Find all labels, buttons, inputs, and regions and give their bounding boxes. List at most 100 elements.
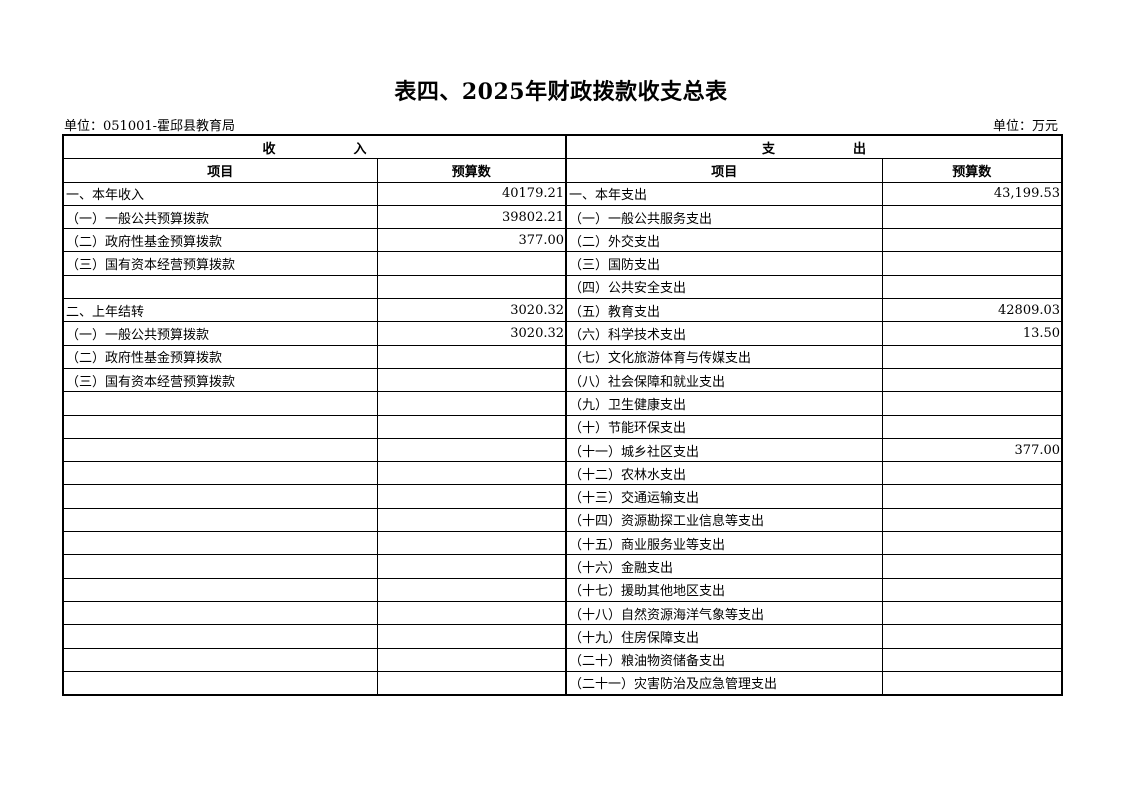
expense-item-cell: （六）科学技术支出 <box>565 321 883 346</box>
income-item-cell <box>62 670 378 696</box>
expense-value-cell: 13.50 <box>881 321 1063 346</box>
expense-value-cell <box>881 577 1063 602</box>
table-row: （九）卫生健康支出 <box>62 391 1063 416</box>
expense-item-cell: （十五）商业服务业等支出 <box>565 531 883 556</box>
income-item-cell: （二）政府性基金预算拨款 <box>62 344 378 369</box>
expense-value-cell: 377.00 <box>881 437 1063 463</box>
expense-value-cell <box>881 367 1063 393</box>
expense-item-cell: （二十）粮油物资储备支出 <box>565 647 883 672</box>
income-item-cell: （三）国有资本经营预算拨款 <box>62 367 378 393</box>
table-row: （十七）援助其他地区支出 <box>62 577 1063 602</box>
expense-item-cell: （十）节能环保支出 <box>565 414 883 439</box>
income-value-cell <box>376 507 568 533</box>
income-value-cell <box>376 531 568 556</box>
income-value-cell <box>376 461 568 486</box>
income-value-cell <box>376 367 568 393</box>
income-value-cell <box>376 554 568 579</box>
income-item-cell <box>62 577 378 602</box>
income-value-cell <box>376 274 568 300</box>
unit-label: 单位：051001-霍邱县教育局 <box>64 119 236 134</box>
expense-value-cell: 42809.03 <box>881 298 1063 323</box>
expense-item-cell: （八）社会保障和就业支出 <box>565 367 883 393</box>
table-row: 一、本年收入 40179.21 一、本年支出 43,199.53 <box>62 181 1063 206</box>
expense-section-header: 支 出 <box>565 134 1063 160</box>
expense-value-cell <box>881 344 1063 369</box>
income-item-header: 项目 <box>62 158 378 183</box>
expense-value-cell <box>881 251 1063 276</box>
expense-value-cell <box>881 228 1063 253</box>
table-row: （二）政府性基金预算拨款 377.00 （二）外交支出 <box>62 228 1063 253</box>
income-value-cell <box>376 251 568 276</box>
income-item-cell <box>62 647 378 672</box>
section-header-row: 收 入 支 出 <box>62 134 1063 160</box>
table-row: （二十一）灾害防治及应急管理支出 <box>62 670 1063 696</box>
column-header-row: 项目 预算数 项目 预算数 <box>62 158 1063 183</box>
budget-summary-table: 收 入 支 出 项目 预算数 项目 预算数 一、本年收入 40179.21 一、本年… <box>62 134 1064 697</box>
income-section-header: 收 入 <box>62 134 568 160</box>
income-value-cell: 3020.32 <box>376 298 568 323</box>
expense-item-cell: 一、本年支出 <box>565 181 883 206</box>
table-row: （三）国有资本经营预算拨款 （八）社会保障和就业支出 <box>62 367 1063 393</box>
expense-item-cell: （十七）援助其他地区支出 <box>565 577 883 602</box>
expense-item-cell: （十六）金融支出 <box>565 554 883 579</box>
income-item-cell: （二）政府性基金预算拨款 <box>62 228 378 253</box>
expense-value-cell <box>881 507 1063 533</box>
table-row: （十六）金融支出 <box>62 554 1063 579</box>
table-row: （三）国有资本经营预算拨款 （三）国防支出 <box>62 251 1063 276</box>
currency-unit-label: 单位：万元 <box>992 119 1058 134</box>
income-item-cell <box>62 531 378 556</box>
table-row: （二十）粮油物资储备支出 <box>62 647 1063 672</box>
income-budget-header: 预算数 <box>376 158 568 183</box>
expense-item-cell: （七）文化旅游体育与传媒支出 <box>565 344 883 369</box>
income-value-cell <box>376 670 568 696</box>
income-value-cell <box>376 414 568 439</box>
income-item-cell <box>62 600 378 626</box>
expense-value-cell <box>881 391 1063 416</box>
income-value-cell <box>376 600 568 626</box>
table-row: （一）一般公共预算拨款 39802.21 （一）一般公共服务支出 <box>62 204 1063 230</box>
expense-item-cell: （二十一）灾害防治及应急管理支出 <box>565 670 883 696</box>
expense-item-cell: （四）公共安全支出 <box>565 274 883 300</box>
expense-item-cell: （十三）交通运输支出 <box>565 484 883 509</box>
expense-value-cell <box>881 414 1063 439</box>
expense-item-header: 项目 <box>565 158 883 183</box>
expense-item-cell: （二）外交支出 <box>565 228 883 253</box>
expense-value-cell <box>881 600 1063 626</box>
income-item-cell <box>62 507 378 533</box>
income-value-cell <box>376 344 568 369</box>
income-value-cell <box>376 577 568 602</box>
income-item-cell <box>62 391 378 416</box>
expense-item-cell: （十九）住房保障支出 <box>565 624 883 649</box>
income-item-cell <box>62 414 378 439</box>
table-row: （十三）交通运输支出 <box>62 484 1063 509</box>
expense-value-cell: 43,199.53 <box>881 181 1063 206</box>
income-value-cell <box>376 437 568 463</box>
table-row: （四）公共安全支出 <box>62 274 1063 300</box>
income-item-cell <box>62 461 378 486</box>
income-value-cell: 377.00 <box>376 228 568 253</box>
income-item-cell <box>62 554 378 579</box>
expense-item-cell: （十二）农林水支出 <box>565 461 883 486</box>
income-item-cell: （一）一般公共预算拨款 <box>62 321 378 346</box>
expense-item-cell: （九）卫生健康支出 <box>565 391 883 416</box>
income-value-cell <box>376 484 568 509</box>
table-row: （十九）住房保障支出 <box>62 624 1063 649</box>
expense-value-cell <box>881 554 1063 579</box>
income-value-cell: 39802.21 <box>376 204 568 230</box>
expense-item-cell: （十八）自然资源海洋气象等支出 <box>565 600 883 626</box>
table-row: （十二）农林水支出 <box>62 461 1063 486</box>
table-row: （二）政府性基金预算拨款 （七）文化旅游体育与传媒支出 <box>62 344 1063 369</box>
income-item-cell <box>62 274 378 300</box>
expense-value-cell <box>881 670 1063 696</box>
income-item-cell: 一、本年收入 <box>62 181 378 206</box>
expense-item-cell: （十四）资源勘探工业信息等支出 <box>565 507 883 533</box>
table-row: （十）节能环保支出 <box>62 414 1063 439</box>
expense-value-cell <box>881 531 1063 556</box>
table-row: （十四）资源勘探工业信息等支出 <box>62 507 1063 533</box>
income-item-cell: 二、上年结转 <box>62 298 378 323</box>
page-title: 表四、2025年财政拨款收支总表 <box>394 79 728 105</box>
expense-budget-header: 预算数 <box>881 158 1063 183</box>
table-row: （十一）城乡社区支出 377.00 <box>62 437 1063 463</box>
income-item-cell <box>62 484 378 509</box>
income-value-cell <box>376 647 568 672</box>
